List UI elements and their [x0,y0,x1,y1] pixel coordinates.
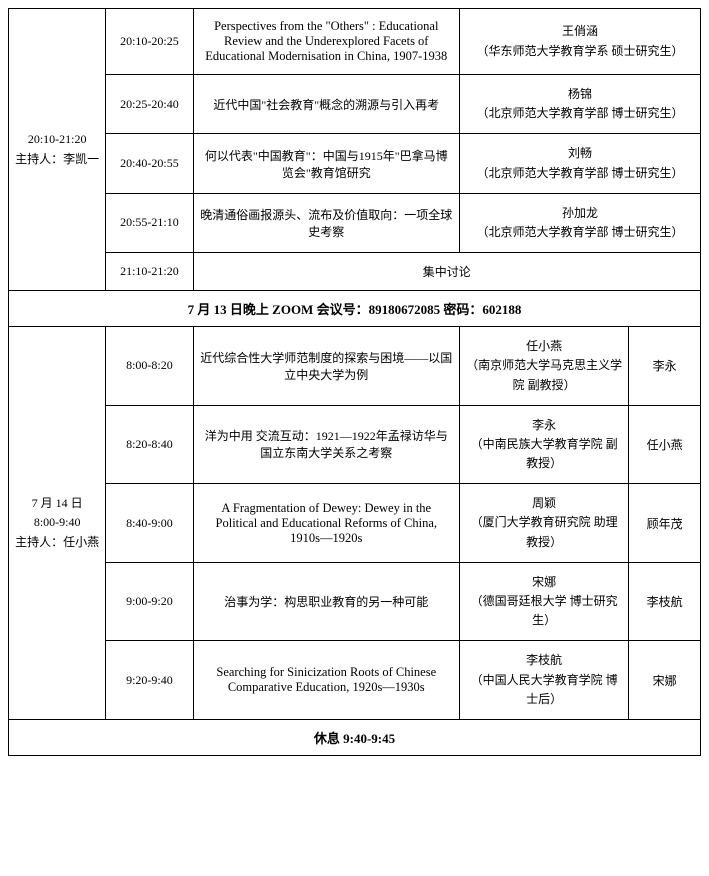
title-cell: Searching for Sinicization Roots of Chin… [193,641,460,720]
break-row: 休息 9:40-9:45 [9,719,701,755]
session-header: 7 月 14 日8:00-9:40主持人：任小燕 [9,327,106,720]
time-cell: 20:55-21:10 [106,193,193,252]
presenter-affil: （中南民族大学教育学院 副教授） [466,435,622,473]
discussant-cell: 宋娜 [629,641,701,720]
presenter-cell: 刘畅（北京师范大学教育学部 博士研究生） [460,134,701,193]
title-cell: A Fragmentation of Dewey: Dewey in the P… [193,484,460,563]
presenter-affil: （中国人民大学教育学院 博士后） [466,671,622,709]
title-cell: 近代综合性大学师范制度的探索与困境——以国立中央大学为例 [193,327,460,406]
presenter-affil: （北京师范大学教育学部 博士研究生） [466,104,694,123]
presenter-cell: 李枝航（中国人民大学教育学院 博士后） [460,641,629,720]
presenter-affil: （北京师范大学教育学部 博士研究生） [466,223,694,242]
title-cell: Perspectives from the "Others" : Educati… [193,9,460,75]
title-cell: 治事为学：构思职业教育的另一种可能 [193,562,460,641]
presenter-name: 王俏涵 [466,22,694,41]
discussant-cell: 任小燕 [629,405,701,484]
presenter-name: 宋娜 [466,573,622,592]
presenter-cell: 李永（中南民族大学教育学院 副教授） [460,405,629,484]
session-header-line: 8:00-9:40 [15,513,99,532]
title-cell: 晚清通俗画报源头、流布及价值取向：一项全球史考察 [193,193,460,252]
table-row: 20:55-21:10晚清通俗画报源头、流布及价值取向：一项全球史考察孙加龙（北… [9,193,701,252]
presenter-name: 刘畅 [466,144,694,163]
discussant-cell: 顾年茂 [629,484,701,563]
presenter-name: 杨锦 [466,85,694,104]
table-row: 9:20-9:40Searching for Sinicization Root… [9,641,701,720]
time-cell: 9:00-9:20 [106,562,193,641]
presenter-name: 周颖 [466,494,622,513]
session-header-line: 7 月 14 日 [15,494,99,513]
title-cell: 何以代表"中国教育"：中国与1915年"巴拿马博览会"教育馆研究 [193,134,460,193]
table-row: 20:40-20:55何以代表"中国教育"：中国与1915年"巴拿马博览会"教育… [9,134,701,193]
presenter-name: 李永 [466,416,622,435]
session-header-line: 主持人：任小燕 [15,533,99,552]
table-row: 21:10-21:20集中讨论 [9,253,701,291]
table-row: 9:00-9:20治事为学：构思职业教育的另一种可能宋娜（德国哥廷根大学 博士研… [9,562,701,641]
title-cell: 近代中国"社会教育"概念的溯源与引入再考 [193,75,460,134]
presenter-affil: （南京师范大学马克思主义学院 副教授） [466,356,622,394]
discussant-cell: 李枝航 [629,562,701,641]
session-header-line: 20:10-21:20 [15,130,99,149]
discussant-cell: 李永 [629,327,701,406]
time-cell: 20:40-20:55 [106,134,193,193]
banner-row: 7 月 13 日晚上 ZOOM 会议号：89180672085 密码：60218… [9,291,701,327]
presenter-cell: 王俏涵（华东师范大学教育学系 硕士研究生） [460,9,701,75]
time-cell: 8:40-9:00 [106,484,193,563]
time-cell: 9:20-9:40 [106,641,193,720]
presenter-cell: 孙加龙（北京师范大学教育学部 博士研究生） [460,193,701,252]
presenter-name: 任小燕 [466,337,622,356]
schedule-table: 20:10-21:20主持人：李凯一20:10-20:25Perspective… [8,8,701,756]
discussion-cell: 集中讨论 [193,253,701,291]
time-cell: 8:20-8:40 [106,405,193,484]
table-row: 7 月 14 日8:00-9:40主持人：任小燕8:00-8:20近代综合性大学… [9,327,701,406]
table-row: 20:25-20:40近代中国"社会教育"概念的溯源与引入再考杨锦（北京师范大学… [9,75,701,134]
presenter-name: 李枝航 [466,651,622,670]
presenter-affil: （北京师范大学教育学部 博士研究生） [466,164,694,183]
presenter-cell: 周颖（厦门大学教育研究院 助理教授） [460,484,629,563]
table-row: 8:20-8:40洋为中用 交流互动：1921—1922年孟禄访华与国立东南大学… [9,405,701,484]
time-cell: 8:00-8:20 [106,327,193,406]
title-cell: 洋为中用 交流互动：1921—1922年孟禄访华与国立东南大学关系之考察 [193,405,460,484]
presenter-name: 孙加龙 [466,204,694,223]
presenter-affil: （厦门大学教育研究院 助理教授） [466,513,622,551]
time-cell: 20:10-20:25 [106,9,193,75]
presenter-cell: 任小燕（南京师范大学马克思主义学院 副教授） [460,327,629,406]
session-header: 20:10-21:20主持人：李凯一 [9,9,106,291]
presenter-cell: 杨锦（北京师范大学教育学部 博士研究生） [460,75,701,134]
zoom-banner: 7 月 13 日晚上 ZOOM 会议号：89180672085 密码：60218… [9,291,701,327]
break-label: 休息 9:40-9:45 [9,719,701,755]
time-cell: 20:25-20:40 [106,75,193,134]
table-row: 20:10-21:20主持人：李凯一20:10-20:25Perspective… [9,9,701,75]
presenter-affil: （德国哥廷根大学 博士研究生） [466,592,622,630]
presenter-cell: 宋娜（德国哥廷根大学 博士研究生） [460,562,629,641]
presenter-affil: （华东师范大学教育学系 硕士研究生） [466,42,694,61]
time-cell: 21:10-21:20 [106,253,193,291]
session-header-line: 主持人：李凯一 [15,150,99,169]
table-row: 8:40-9:00A Fragmentation of Dewey: Dewey… [9,484,701,563]
